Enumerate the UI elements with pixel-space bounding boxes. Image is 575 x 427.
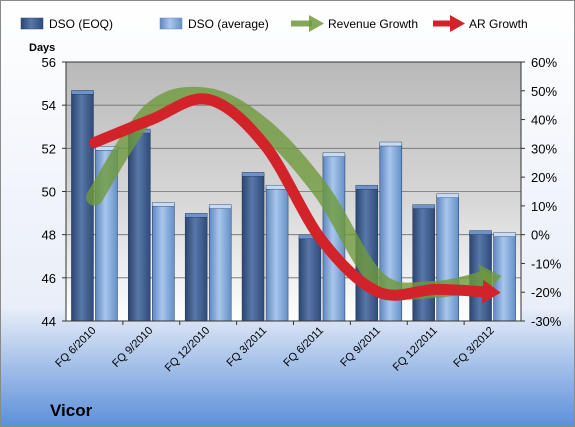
right-axis-tick-label: -20% [531, 285, 562, 300]
left-axis-tick-label: 50 [42, 185, 56, 200]
legend-label-ar-growth: AR Growth [469, 17, 528, 31]
right-axis-tick-label: 20% [531, 170, 557, 185]
right-axis-tick-label: -10% [531, 256, 562, 271]
legend-swatch-dso-average [159, 17, 183, 30]
left-axis-ticks: 44 46 48 50 52 54 56 [42, 55, 66, 329]
left-axis-tick-label: 44 [42, 314, 56, 329]
legend-arrow-ar-growth [433, 15, 465, 32]
left-axis-tick-label: 56 [42, 55, 56, 70]
bar-cap-dso-average [379, 141, 403, 147]
company-name: Vicor [50, 401, 93, 420]
right-axis-tick-label: 60% [531, 55, 557, 70]
bar-cap-dso-average [322, 152, 346, 158]
left-axis-tick-label: 52 [42, 141, 56, 156]
bar-dso-average [208, 206, 232, 322]
bar-dso-eoq [241, 173, 265, 322]
legend-label-revenue-growth: Revenue Growth [328, 17, 418, 31]
right-axis-tick-label: 50% [531, 84, 557, 99]
right-axis-tick-label: 30% [531, 141, 557, 156]
bar-cap-dso-eoq [412, 204, 435, 209]
legend-label-dso-eoq: DSO (EOQ) [49, 17, 113, 31]
legend: DSO (EOQ) DSO (average) Revenue Growth A… [20, 15, 528, 32]
bar-dso-eoq [128, 130, 151, 322]
bar-cap-dso-average [493, 232, 516, 237]
legend-swatch-dso-eoq [20, 17, 44, 30]
bar-cap-dso-eoq [469, 230, 492, 235]
bar-cap-dso-average [152, 202, 175, 207]
right-axis-tick-label: -30% [531, 314, 562, 329]
right-axis-ticks: -30% -20% -10% 0% 10% 20% 30% 40% 50% 60% [521, 55, 562, 329]
right-axis-tick-label: 40% [531, 113, 557, 128]
y-axis-title: Days [29, 42, 55, 54]
bar-dso-eoq [298, 236, 322, 322]
line-ar-growth [88, 93, 491, 301]
left-axis-tick-label: 48 [42, 228, 56, 243]
right-axis-tick-label: 10% [531, 199, 557, 214]
bar-cap-dso-eoq [184, 213, 208, 218]
legend-arrow-revenue-growth [291, 15, 324, 32]
bar-cap-dso-eoq [71, 90, 94, 95]
right-axis-tick-label: 0% [531, 228, 550, 243]
arrowhead-ar-growth [482, 279, 501, 304]
left-axis-tick-label: 54 [42, 98, 56, 113]
legend-label-dso-average: DSO (average) [188, 17, 269, 31]
left-axis-tick-label: 46 [42, 271, 56, 286]
bar-cap-dso-eoq [241, 172, 265, 177]
bar-dso-average [436, 195, 459, 322]
bar-cap-dso-average [208, 204, 232, 209]
bar-dso-eoq [71, 91, 94, 322]
bar-dso-eoq [412, 206, 435, 322]
bar-dso-average [152, 204, 175, 322]
bar-cap-dso-eoq [355, 184, 379, 190]
bar-dso-eoq [184, 214, 208, 322]
bar-dso-average [265, 186, 289, 322]
growth-lines [85, 86, 502, 304]
bar-cap-dso-average [436, 193, 459, 199]
